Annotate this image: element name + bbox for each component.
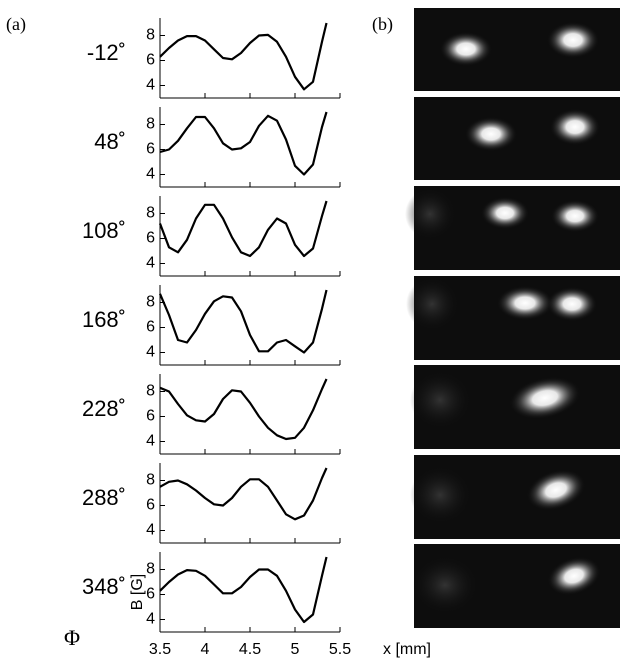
x-axis-label: x [mm] bbox=[383, 641, 431, 658]
angle-label: 348˚ bbox=[82, 574, 126, 599]
y-tick-label: 6 bbox=[146, 408, 155, 425]
y-tick-label: 4 bbox=[146, 611, 155, 628]
field-curve bbox=[159, 556, 328, 624]
atom-cloud bbox=[497, 286, 553, 320]
haze bbox=[410, 372, 470, 428]
y-tick-label: 4 bbox=[146, 77, 155, 94]
angle-label: 48˚ bbox=[94, 129, 126, 154]
y-tick-label: 8 bbox=[146, 205, 155, 222]
angle-label: 228˚ bbox=[82, 396, 126, 421]
atom-cloud bbox=[547, 287, 597, 321]
x-tick-label: 4.5 bbox=[239, 641, 261, 658]
panel-label: (b) bbox=[372, 14, 393, 35]
x-tick-label: 4 bbox=[201, 641, 210, 658]
haze bbox=[405, 189, 455, 239]
atom-cloud bbox=[547, 556, 601, 596]
x-tick-label: 3.5 bbox=[149, 641, 171, 658]
atom-cloud bbox=[481, 197, 529, 229]
y-tick-label: 8 bbox=[146, 27, 155, 44]
field-curve bbox=[159, 378, 328, 441]
field-curve bbox=[158, 289, 328, 354]
x-tick-label: 5 bbox=[291, 641, 300, 658]
y-tick-label: 4 bbox=[146, 522, 155, 539]
camera-images bbox=[405, 8, 620, 628]
x-tick-label: 5.5 bbox=[329, 641, 351, 658]
y-tick-label: 4 bbox=[146, 166, 155, 183]
phi-label: Φ bbox=[64, 625, 80, 650]
field-curve bbox=[159, 467, 328, 521]
angle-label: 288˚ bbox=[82, 485, 126, 510]
y-tick-label: 8 bbox=[146, 383, 155, 400]
atom-cloud bbox=[547, 22, 599, 58]
y-tick-label: 8 bbox=[146, 294, 155, 311]
atom-cloud bbox=[440, 32, 492, 66]
y-tick-label: 6 bbox=[146, 141, 155, 158]
y-tick-label: 6 bbox=[146, 230, 155, 247]
atom-cloud bbox=[526, 469, 586, 511]
atom-cloud bbox=[465, 117, 517, 151]
angle-label: -12˚ bbox=[87, 40, 126, 65]
atom-cloud bbox=[509, 377, 581, 419]
y-tick-label: 4 bbox=[146, 255, 155, 272]
y-tick-label: 8 bbox=[146, 472, 155, 489]
angle-label: 108˚ bbox=[82, 218, 126, 243]
haze bbox=[406, 278, 458, 330]
y-tick-label: 6 bbox=[146, 497, 155, 514]
atom-cloud bbox=[551, 200, 599, 232]
field-curve bbox=[159, 111, 328, 176]
angle-label: 168˚ bbox=[82, 307, 126, 332]
field-curve bbox=[158, 200, 328, 258]
y-tick-label: 6 bbox=[146, 52, 155, 69]
panel-label: (a) bbox=[6, 14, 26, 35]
y-tick-label: 4 bbox=[146, 344, 155, 361]
y-tick-label: 8 bbox=[146, 116, 155, 133]
field-curve bbox=[159, 22, 328, 91]
y-tick-label: 6 bbox=[146, 586, 155, 603]
atom-cloud bbox=[550, 109, 600, 145]
y-tick-label: 4 bbox=[146, 433, 155, 450]
y-tick-label: 8 bbox=[146, 561, 155, 578]
y-axis-label: B [G] bbox=[129, 574, 146, 610]
haze bbox=[413, 557, 477, 613]
haze bbox=[410, 467, 470, 523]
y-tick-label: 6 bbox=[146, 319, 155, 336]
